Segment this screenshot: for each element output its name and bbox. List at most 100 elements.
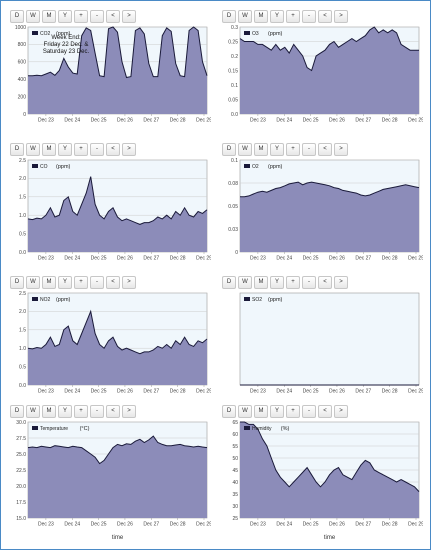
zoom-out-button[interactable]: - [90,143,104,156]
chart-svg: 0.0 0.5 1.0 1.5 2.0 2.5 Dec 23 Dec 24 Dec 25 Dec … [19,291,211,395]
y-tick-label: 1.0 [19,346,26,352]
chart-svg: 0 200 400 600 800 1000 Dec 23 Dec 24 Dec 25 Dec 2… [15,25,211,124]
y-tick-label: 0.08 [228,181,238,187]
day-button[interactable]: D [10,143,24,156]
x-tick-label: Dec 24 [64,389,80,395]
next-button[interactable]: > [334,143,348,156]
chart-panel-co: D W M Y + - < >0.0 0.5 1.0 1.5 2.0 2.5 Dec 23 Dec 24 De… [10,143,211,268]
zoom-in-button[interactable]: + [286,276,300,289]
x-tick-label: Dec 24 [64,118,80,124]
week-button[interactable]: W [238,276,252,289]
x-tick-label: Dec 27 [143,256,159,262]
next-button[interactable]: > [334,405,348,418]
day-button[interactable]: D [222,405,236,418]
month-button[interactable]: M [254,143,268,156]
year-button[interactable]: Y [58,405,72,418]
day-button[interactable]: D [222,143,236,156]
zoom-in-button[interactable]: + [74,10,88,23]
month-button[interactable]: M [42,276,56,289]
zoom-out-button[interactable]: - [302,143,316,156]
previous-button[interactable]: < [106,143,120,156]
zoom-out-button[interactable]: - [90,276,104,289]
series-line-co [27,176,208,225]
legend-swatch [244,31,250,35]
day-button[interactable]: D [222,276,236,289]
y-tick-label: 55 [232,444,238,450]
week-button[interactable]: W [238,405,252,418]
x-axis-title: time [112,535,124,541]
x-tick-label: Dec 23 [38,118,54,124]
month-button[interactable]: M [42,405,56,418]
week-button[interactable]: W [26,276,40,289]
week-button[interactable]: W [238,143,252,156]
y-tick-label: 25.0 [16,452,26,458]
zoom-out-button[interactable]: - [302,10,316,23]
y-tick-label: 1.0 [19,213,26,219]
x-tick-label: Dec 29 [408,118,423,124]
week-button[interactable]: W [26,143,40,156]
week-button[interactable]: W [238,10,252,23]
legend: O3 (ppm) [244,31,283,37]
previous-button[interactable]: < [106,276,120,289]
zoom-in-button[interactable]: + [74,143,88,156]
x-tick-label: Dec 27 [355,256,371,262]
year-button[interactable]: Y [270,143,284,156]
year-button[interactable]: Y [58,276,72,289]
next-button[interactable]: > [334,276,348,289]
zoom-in-button[interactable]: + [74,276,88,289]
x-tick-label: Dec 24 [276,522,292,528]
x-tick-label: Dec 26 [117,522,133,528]
x-tick-label: Dec 29 [196,522,211,528]
previous-button[interactable]: < [318,143,332,156]
chart-nav-buttons: D W M Y + - < > [10,276,138,290]
day-button[interactable]: D [10,10,24,23]
month-button[interactable]: M [42,143,56,156]
next-button[interactable]: > [122,143,136,156]
zoom-in-button[interactable]: + [286,143,300,156]
previous-button[interactable]: < [318,10,332,23]
previous-button[interactable]: < [318,276,332,289]
legend-series-name: Temperature [40,426,68,432]
year-button[interactable]: Y [58,10,72,23]
day-button[interactable]: D [222,10,236,23]
x-tick-label: Dec 27 [143,522,159,528]
zoom-out-button[interactable]: - [90,405,104,418]
previous-button[interactable]: < [106,405,120,418]
month-button[interactable]: M [254,405,268,418]
week-button[interactable]: W [26,10,40,23]
year-button[interactable]: Y [270,276,284,289]
y-tick-label: 0.0 [231,112,238,118]
zoom-in-button[interactable]: + [286,10,300,23]
legend-unit: (°C) [80,426,90,432]
previous-button[interactable]: < [318,405,332,418]
x-tick-label: Dec 29 [196,118,211,124]
x-tick-label: Dec 28 [382,118,398,124]
year-button[interactable]: Y [270,10,284,23]
year-button[interactable]: Y [270,405,284,418]
annotation-weekend: Friday 22 Dec. & [44,42,89,48]
previous-button[interactable]: < [106,10,120,23]
chart-svg: 15.0 17.5 20.0 22.5 25.0 27.5 30.0 Dec 23 Dec 24… [16,420,211,541]
week-button[interactable]: W [26,405,40,418]
day-button[interactable]: D [10,405,24,418]
year-button[interactable]: Y [58,143,72,156]
y-tick-label: 2.5 [19,158,26,164]
x-tick-label: Dec 24 [276,389,292,395]
next-button[interactable]: > [334,10,348,23]
next-button[interactable]: > [122,276,136,289]
x-tick-label: Dec 26 [117,118,133,124]
legend-series-name: O2 [252,164,259,170]
next-button[interactable]: > [122,10,136,23]
month-button[interactable]: M [42,10,56,23]
zoom-out-button[interactable]: - [90,10,104,23]
legend-swatch [32,426,38,430]
month-button[interactable]: M [254,276,268,289]
zoom-in-button[interactable]: + [286,405,300,418]
zoom-out-button[interactable]: - [302,276,316,289]
y-tick-label: 2.0 [19,309,26,315]
zoom-out-button[interactable]: - [302,405,316,418]
next-button[interactable]: > [122,405,136,418]
day-button[interactable]: D [10,276,24,289]
zoom-in-button[interactable]: + [74,405,88,418]
month-button[interactable]: M [254,10,268,23]
